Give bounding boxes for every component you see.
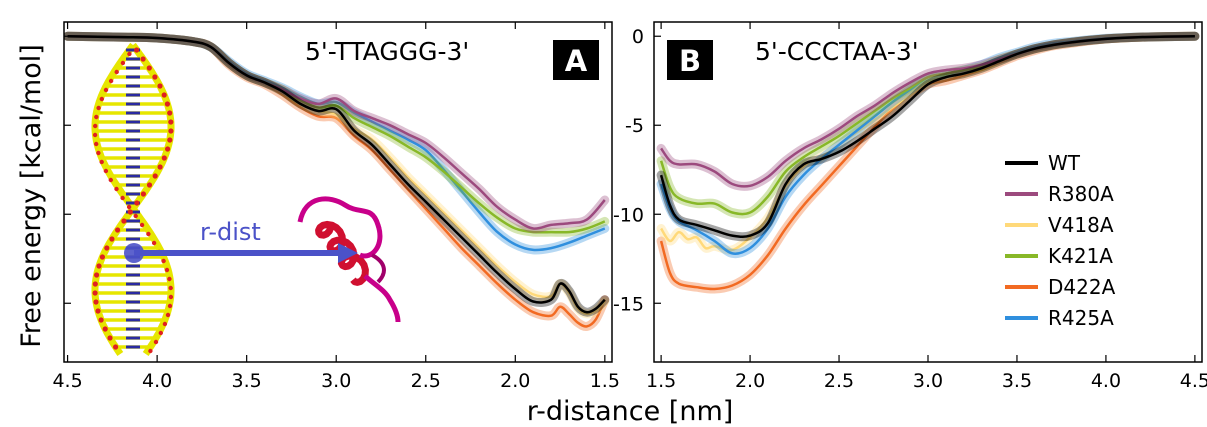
legend-item-wt: WT: [1005, 151, 1081, 175]
legend-label-wt: WT: [1048, 151, 1081, 175]
r-dist-label: r-dist: [200, 218, 261, 246]
x-tick-label-b-6: 4.5: [1180, 370, 1207, 392]
line-b-wt: [659, 34, 1195, 239]
series-b-r380a: [656, 31, 1200, 191]
protein-illustration: [297, 196, 401, 323]
legend-label-r380a: R380A: [1048, 182, 1114, 206]
x-tick-label-a-5: 2.0: [500, 370, 530, 392]
legend-item-d422a: D422A: [1005, 275, 1116, 299]
legend: WT R380A V418A K421A D422A R425A: [1005, 151, 1116, 330]
panel-a-series: [64, 31, 610, 331]
x-tick-label-a-3: 3.0: [321, 370, 351, 392]
y-axis-title: Free energy [kcal/mol]: [16, 44, 47, 348]
legend-item-r380a: R380A: [1005, 182, 1114, 206]
x-tick-label-a-4: 2.5: [411, 370, 441, 392]
x-tick-label-b-1: 2.0: [735, 370, 765, 392]
panel-a-x-ticks: 4.5 4.0 3.5 3.0 2.5 2.0 1.5: [52, 22, 620, 392]
y-tick-label-b-1: -5: [625, 115, 644, 137]
legend-label-k421a: K421A: [1048, 244, 1113, 268]
panel-b-badge: [667, 40, 713, 80]
line-b-r425a: [659, 34, 1195, 255]
legend-label-v418a: V418A: [1048, 213, 1114, 237]
series-a-wt: [64, 31, 610, 317]
band-b-r425a: [656, 31, 1200, 259]
line-b-r380a: [660, 34, 1195, 188]
y-tick-label-b-3: -15: [613, 293, 644, 315]
line-a-d422a: [67, 34, 606, 328]
band-b-wt: [656, 31, 1200, 242]
structure-inset: r-dist: [91, 42, 401, 356]
x-axis-title: r-distance [nm]: [527, 396, 734, 427]
legend-item-v418a: V418A: [1005, 213, 1114, 237]
panel-b: 1.5 2.0 2.5 3.0 3.5 4.0 4.5 0 -5 -10 -15 B 5'-CCCT…: [613, 21, 1207, 392]
panel-b-title: 5'-CCCTAA-3': [755, 37, 919, 66]
series-b-r425a: [656, 31, 1200, 259]
r-dist-arrow: [124, 243, 358, 263]
y-tick-label-b-2: -10: [613, 204, 644, 226]
panel-b-badge-label: B: [679, 44, 701, 78]
series-b-wt: [656, 31, 1200, 242]
x-tick-label-a-2: 3.5: [232, 370, 262, 392]
band-b-r380a: [656, 31, 1200, 191]
x-tick-label-a-6: 1.5: [590, 370, 620, 392]
panel-a-badge-label: A: [565, 44, 588, 78]
dna-helix-illustration: [91, 42, 175, 356]
panel-b-series: [656, 31, 1200, 294]
legend-label-d422a: D422A: [1048, 275, 1116, 299]
legend-label-r425a: R425A: [1048, 306, 1114, 330]
panel-a-frame: [63, 21, 613, 363]
line-b-d422a: [659, 34, 1195, 291]
x-tick-label-b-4: 3.5: [1002, 370, 1032, 392]
x-tick-label-a-0: 4.5: [52, 370, 82, 392]
x-tick-label-b-2: 2.5: [824, 370, 854, 392]
panel-a-badge: [553, 40, 599, 80]
panel-b-ticks: 1.5 2.0 2.5 3.0 3.5 4.0 4.5 0 -5 -10 -15: [613, 22, 1207, 392]
line-a-wt: [67, 34, 606, 314]
legend-item-r425a: R425A: [1005, 306, 1114, 330]
series-b-d422a: [656, 31, 1200, 294]
x-tick-label-b-3: 3.0: [913, 370, 943, 392]
y-tick-label-b-0: 0: [632, 26, 644, 48]
x-tick-label-b-0: 1.5: [646, 370, 676, 392]
x-tick-label-b-5: 4.0: [1091, 370, 1121, 392]
x-tick-label-a-1: 4.0: [142, 370, 172, 392]
panel-a-title: 5'-TTAGGG-3': [305, 37, 469, 66]
series-a-d422a: [64, 31, 610, 331]
legend-item-k421a: K421A: [1005, 244, 1113, 268]
panel-a: r-dist 4.5 4.0 3.5 3.0 2.5 2.0 1.5 5'-TTAGGG-3…: [52, 21, 620, 392]
